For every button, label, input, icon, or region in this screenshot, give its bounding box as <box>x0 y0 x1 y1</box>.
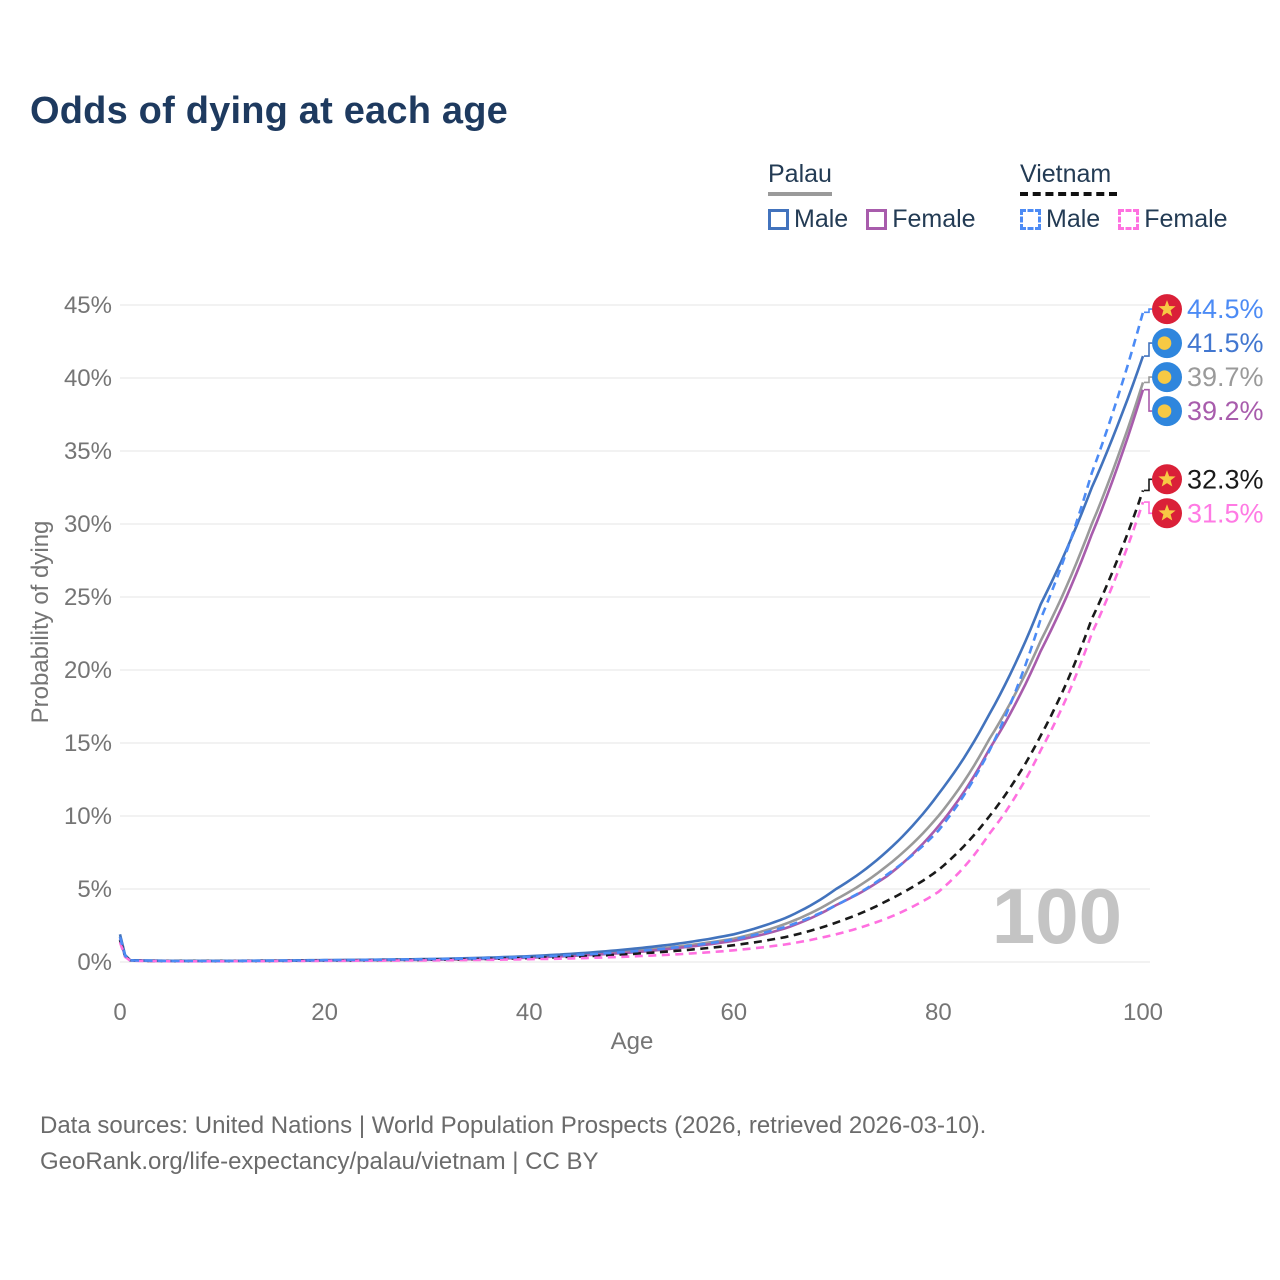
footer-data-sources: Data sources: United Nations | World Pop… <box>40 1112 987 1139</box>
x-tick-label: 0 <box>113 999 126 1026</box>
series-line-vietnam-male <box>118 311 1145 963</box>
end-value-label: 39.7% <box>1187 362 1264 392</box>
y-axis-title: Probability of dying <box>27 521 54 724</box>
label-connector <box>1144 388 1152 412</box>
palau-disc-icon <box>1157 370 1172 384</box>
legend-group-vietnam: Vietnam Male Female <box>1020 160 1246 234</box>
legend-label-palau-male: Male <box>794 205 849 233</box>
y-tick-label: 45% <box>64 292 112 319</box>
vietnam-star-icon <box>1158 470 1176 487</box>
legend-linestyle-palau <box>768 192 832 196</box>
legend-linestyle-vietnam <box>1020 192 1117 196</box>
y-tick-label: 5% <box>77 876 112 903</box>
end-value-label: 39.2% <box>1187 396 1264 426</box>
x-axis-title: Age <box>611 1028 654 1055</box>
label-connector <box>1144 501 1152 515</box>
y-tick-label: 0% <box>77 949 112 976</box>
footer-attribution: GeoRank.org/life-expectancy/palau/vietna… <box>40 1148 599 1175</box>
palau-disc-icon <box>1157 404 1172 418</box>
y-tick-label: 30% <box>64 511 112 538</box>
legend-item-palau-male[interactable]: Male <box>768 205 848 234</box>
x-tick-label: 60 <box>720 999 747 1026</box>
series-line-vietnam-female <box>118 501 1145 963</box>
y-tick-label: 15% <box>64 730 112 757</box>
legend-item-vietnam-male[interactable]: Male <box>1020 205 1100 234</box>
series-line-palau-female <box>118 389 1145 963</box>
legend-country-palau: Palau <box>768 160 832 188</box>
label-connector <box>1144 308 1152 314</box>
legend-label-vietnam-female: Female <box>1144 205 1228 233</box>
vietnam-star-icon <box>1158 300 1176 317</box>
x-tick-label: 100 <box>1123 999 1163 1026</box>
series-line-palau-male <box>118 355 1145 963</box>
age-watermark: 100 <box>992 872 1122 960</box>
page-title: Odds of dying at each age <box>30 90 508 132</box>
series-line-vietnam-total <box>118 489 1145 963</box>
x-tick-label: 40 <box>516 999 543 1026</box>
end-value-label: 44.5% <box>1187 294 1264 324</box>
legend-label-palau-female: Female <box>892 205 976 233</box>
series-line-palau-total <box>118 382 1145 963</box>
y-tick-label: 40% <box>64 365 112 392</box>
x-tick-label: 80 <box>925 999 952 1026</box>
palau-disc-icon <box>1157 336 1172 350</box>
y-tick-label: 20% <box>64 657 112 684</box>
vietnam-female-swatch-icon <box>1118 209 1140 230</box>
legend-label-vietnam-male: Male <box>1046 205 1101 233</box>
legend-group-palau: Palau Male Female <box>768 160 994 234</box>
palau-male-swatch-icon <box>768 209 789 230</box>
label-connector <box>1144 376 1152 384</box>
legend-item-vietnam-female[interactable]: Female <box>1118 205 1228 234</box>
end-value-label: 31.5% <box>1187 498 1264 528</box>
label-connector <box>1144 478 1152 492</box>
x-tick-label: 20 <box>311 999 338 1026</box>
label-connector <box>1144 342 1152 357</box>
vietnam-star-icon <box>1158 504 1176 521</box>
vietnam-male-swatch-icon <box>1020 209 1041 230</box>
y-tick-label: 10% <box>64 803 112 830</box>
end-value-label: 41.5% <box>1187 328 1264 358</box>
y-tick-label: 35% <box>64 438 112 465</box>
legend-item-palau-female[interactable]: Female <box>866 205 976 234</box>
y-tick-label: 25% <box>64 584 112 611</box>
palau-female-swatch-icon <box>866 209 888 230</box>
end-value-label: 32.3% <box>1187 464 1264 494</box>
legend-country-vietnam: Vietnam <box>1020 160 1112 188</box>
chart-footer: Data sources: United Nations | World Pop… <box>40 1108 986 1180</box>
